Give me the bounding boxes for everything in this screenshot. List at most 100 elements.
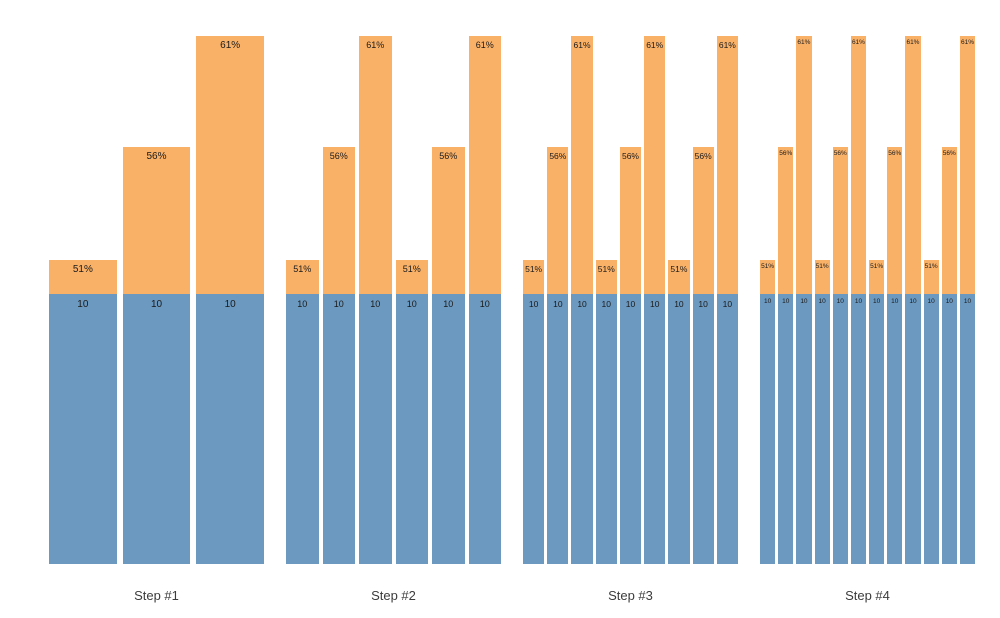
top-segment: 61% xyxy=(796,36,812,294)
bars-container: 51% 10 56% 10 61% 10 xyxy=(49,0,265,564)
base-label: 10 xyxy=(443,299,454,309)
top-segment: 56% xyxy=(778,147,794,294)
pct-label: 61% xyxy=(366,40,385,50)
base-label: 10 xyxy=(553,299,563,309)
stacked-bar: 51% 10 xyxy=(49,260,117,564)
chart: 51% 10 56% 10 61% 10 Step #1 51% 10 56% 10 61% 10 51%… xyxy=(49,0,976,603)
pct-label: 51% xyxy=(815,263,829,270)
base-label: 10 xyxy=(577,299,587,309)
base-label: 10 xyxy=(909,298,917,305)
pct-label: 56% xyxy=(779,150,793,157)
base-label: 10 xyxy=(649,299,660,309)
top-segment: 61% xyxy=(959,36,976,294)
base-segment: 10 xyxy=(122,294,191,564)
step-label-3: Step #3 xyxy=(608,588,653,603)
pct-label: 51% xyxy=(597,264,615,274)
pct-label: 61% xyxy=(646,40,664,50)
pct-label: 51% xyxy=(525,264,543,274)
pct-label: 61% xyxy=(573,40,591,50)
stacked-bar: 51% 10 xyxy=(814,260,830,564)
stacked-bar: 61% 10 xyxy=(571,36,593,564)
top-segment: 56% xyxy=(832,147,848,294)
top-segment: 51% xyxy=(814,260,830,294)
base-label: 10 xyxy=(528,299,539,309)
stacked-bar: 51% 10 xyxy=(760,260,776,564)
step-label-1: Step #1 xyxy=(134,588,179,603)
pct-label: 56% xyxy=(942,150,956,157)
step-group-2: 51% 10 56% 10 61% 10 51% 10 56% 10 61% 10 Step #2 xyxy=(286,0,501,603)
pct-label: 61% xyxy=(220,40,241,51)
top-segment: 51% xyxy=(395,260,428,294)
pct-label: 51% xyxy=(670,264,688,274)
base-segment: 10 xyxy=(523,294,545,564)
stacked-bar: 56% 10 xyxy=(547,147,569,564)
base-label: 10 xyxy=(782,298,790,305)
top-segment: 56% xyxy=(619,147,642,294)
top-segment: 61% xyxy=(196,36,265,294)
top-segment: 61% xyxy=(644,36,666,294)
stacked-bar: 51% 10 xyxy=(923,260,939,564)
base-label: 10 xyxy=(854,298,863,305)
base-label: 10 xyxy=(836,298,844,305)
base-label: 10 xyxy=(945,298,953,305)
base-segment: 10 xyxy=(814,294,830,564)
pct-label: 56% xyxy=(329,151,348,161)
base-segment: 10 xyxy=(869,294,885,564)
stacked-bar: 56% 10 xyxy=(887,147,903,564)
stacked-bar: 56% 10 xyxy=(778,147,794,564)
base-segment: 10 xyxy=(923,294,939,564)
stacked-bar: 51% 10 xyxy=(668,260,690,564)
base-label: 10 xyxy=(927,298,935,305)
pct-label: 61% xyxy=(960,39,974,46)
stacked-bar: 56% 10 xyxy=(432,147,465,564)
pct-label: 56% xyxy=(621,151,639,161)
bars-container: 51% 10 56% 10 61% 10 51% 10 56% 10 61% 10 51% 10 56% 10… xyxy=(760,0,976,564)
stacked-bar: 51% 10 xyxy=(595,260,617,564)
base-segment: 10 xyxy=(547,294,569,564)
stacked-bar: 51% 10 xyxy=(523,260,545,564)
base-label: 10 xyxy=(963,298,972,305)
base-segment: 10 xyxy=(716,294,738,564)
base-label: 10 xyxy=(818,298,826,305)
top-segment: 56% xyxy=(547,147,569,294)
base-segment: 10 xyxy=(887,294,903,564)
top-segment: 51% xyxy=(869,260,885,294)
stacked-bar: 61% 10 xyxy=(468,36,501,564)
base-label: 10 xyxy=(698,299,708,309)
bars-container: 51% 10 56% 10 61% 10 51% 10 56% 10 61% 10 xyxy=(286,0,501,564)
base-segment: 10 xyxy=(905,294,921,564)
top-segment: 51% xyxy=(523,260,545,294)
base-segment: 10 xyxy=(778,294,794,564)
stacked-bar: 56% 10 xyxy=(832,147,848,564)
base-segment: 10 xyxy=(359,294,392,564)
base-label: 10 xyxy=(297,299,308,309)
stacked-bar: 61% 10 xyxy=(644,36,666,564)
pct-label: 51% xyxy=(72,264,93,275)
top-segment: 51% xyxy=(668,260,690,294)
step-group-1: 51% 10 56% 10 61% 10 Step #1 xyxy=(49,0,265,603)
base-label: 10 xyxy=(77,299,89,310)
stacked-bar: 56% 10 xyxy=(619,147,642,564)
base-segment: 10 xyxy=(571,294,593,564)
step-group-3: 51% 10 56% 10 61% 10 51% 10 56% 10 61% 10 51% 10 56% 10… xyxy=(523,0,738,603)
base-segment: 10 xyxy=(796,294,812,564)
base-segment: 10 xyxy=(196,294,265,564)
top-segment: 61% xyxy=(359,36,392,294)
pct-label: 56% xyxy=(549,151,567,161)
base-label: 10 xyxy=(224,299,236,310)
top-segment: 56% xyxy=(887,147,903,294)
base-segment: 10 xyxy=(432,294,465,564)
stacked-bar: 61% 10 xyxy=(850,36,867,564)
base-label: 10 xyxy=(370,299,381,309)
pct-label: 51% xyxy=(761,263,775,270)
base-segment: 10 xyxy=(959,294,976,564)
pct-label: 61% xyxy=(851,39,865,46)
top-segment: 56% xyxy=(122,147,191,294)
base-segment: 10 xyxy=(760,294,776,564)
base-label: 10 xyxy=(674,299,684,309)
top-segment: 51% xyxy=(923,260,939,294)
base-label: 10 xyxy=(873,298,881,305)
step-group-4: 51% 10 56% 10 61% 10 51% 10 56% 10 61% 10 51% 10 56% 10… xyxy=(760,0,976,603)
stacked-bar: 56% 10 xyxy=(122,147,191,564)
stacked-bar: 56% 10 xyxy=(322,147,355,564)
